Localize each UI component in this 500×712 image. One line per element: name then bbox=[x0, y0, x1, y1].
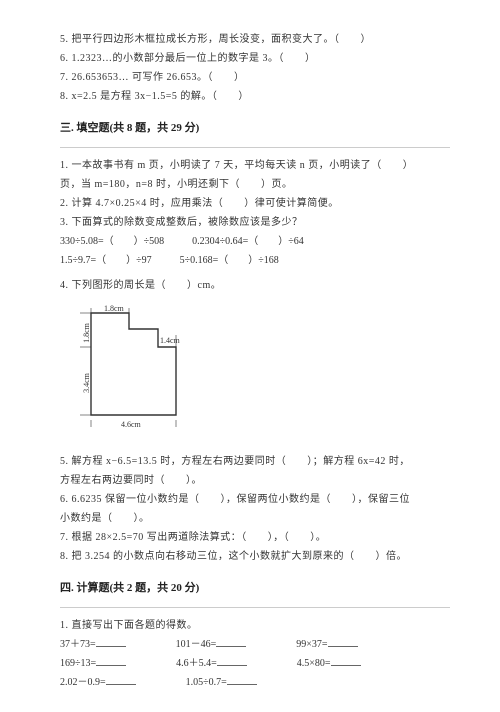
section3-divider bbox=[60, 147, 450, 148]
s3-q5a: 5. 解方程 x−6.5=13.5 时，方程左右两边要同时（ ）；解方程 6x=… bbox=[60, 452, 450, 471]
label-left-lower: 3.4cm bbox=[82, 372, 91, 393]
s3-grid2-c1: 1.5÷9.7=（ ）÷97 bbox=[60, 251, 152, 270]
blank bbox=[331, 655, 361, 666]
tf-q8: 8. x=2.5 是方程 3x−1.5=5 的解。（ ） bbox=[60, 87, 450, 106]
blank bbox=[216, 636, 246, 647]
calc-r2c3: 4.5×80= bbox=[297, 658, 331, 669]
blank bbox=[106, 674, 136, 685]
section4-divider bbox=[60, 607, 450, 608]
calc-row1: 37＋73= 101－46= 99×37= bbox=[60, 635, 450, 654]
s3-q5b: 方程左右两边要同时（ ）。 bbox=[60, 471, 450, 490]
calc-r3c1: 2.02－0.9= bbox=[60, 677, 106, 688]
s3-q8: 8. 把 3.254 的小数点向右移动三位，这个小数就扩大到原来的（ ）倍。 bbox=[60, 547, 450, 566]
s3-q2: 2. 计算 4.7×0.25×4 时，应用乘法（ ）律可使计算简便。 bbox=[60, 194, 450, 213]
s3-grid1-c2: 0.2304÷0.64=（ ）÷64 bbox=[192, 232, 304, 251]
s4-q1: 1. 直接写出下面各题的得数。 bbox=[60, 616, 450, 635]
label-top-left: 1.8cm bbox=[104, 305, 125, 313]
calc-row2: 169÷13= 4.6＋5.4= 4.5×80= bbox=[60, 654, 450, 673]
label-top-right: 1.4cm bbox=[160, 336, 181, 345]
blank bbox=[96, 636, 126, 647]
s3-q6a: 6. 6.6235 保留一位小数约是（ ），保留两位小数约是（ ），保留三位 bbox=[60, 490, 450, 509]
tf-q6: 6. 1.2323…的小数部分最后一位上的数字是 3。（ ） bbox=[60, 49, 450, 68]
blank bbox=[217, 655, 247, 666]
label-left-upper: 1.8cm bbox=[82, 322, 91, 343]
section4-title: 四. 计算题(共 2 题，共 20 分) bbox=[60, 578, 450, 599]
s3-q6b: 小数约是（ ）。 bbox=[60, 509, 450, 528]
s3-grid2-c2: 5÷0.168=（ ）÷168 bbox=[180, 251, 279, 270]
s3-q7: 7. 根据 28×2.5=70 写出两道除法算式：（ ），（ ）。 bbox=[60, 528, 450, 547]
tf-q7: 7. 26.653653… 可写作 26.653。（ ） bbox=[60, 68, 450, 87]
blank bbox=[96, 655, 126, 666]
calc-r3c2: 1.05÷0.7= bbox=[186, 677, 227, 688]
s3-q4: 4. 下列图形的周长是（ ）cm。 bbox=[60, 276, 450, 295]
blank bbox=[227, 674, 257, 685]
s3-q1b: 页，当 m=180，n=8 时，小明还剩下（ ）页。 bbox=[60, 175, 450, 194]
s3-grid1-c1: 330÷5.08=（ ）÷508 bbox=[60, 232, 164, 251]
calc-r2c2: 4.6＋5.4= bbox=[176, 658, 217, 669]
calc-r1c2: 101－46= bbox=[176, 639, 217, 650]
shape-figure: 1.8cm 1.4cm 1.8cm 3.4cm 4.6cm bbox=[66, 305, 450, 442]
s3-q1a: 1. 一本故事书有 m 页，小明读了 7 天，平均每天读 n 页，小明读了（ ） bbox=[60, 156, 450, 175]
calc-row3: 2.02－0.9= 1.05÷0.7= bbox=[60, 673, 450, 692]
tf-q5: 5. 把平行四边形木框拉成长方形，周长没变，面积变大了。（ ） bbox=[60, 30, 450, 49]
calc-r2c1: 169÷13= bbox=[60, 658, 96, 669]
s3-q3: 3. 下面算式的除数变成整数后，被除数应该是多少？ bbox=[60, 213, 450, 232]
s3-grid-row2: 1.5÷9.7=（ ）÷97 5÷0.168=（ ）÷168 bbox=[60, 251, 450, 270]
calc-r1c3: 99×37= bbox=[296, 639, 327, 650]
label-bottom: 4.6cm bbox=[121, 420, 142, 429]
blank bbox=[328, 636, 358, 647]
calc-r1c1: 37＋73= bbox=[60, 639, 96, 650]
section3-title: 三. 填空题(共 8 题，共 29 分) bbox=[60, 118, 450, 139]
s3-grid-row1: 330÷5.08=（ ）÷508 0.2304÷0.64=（ ）÷64 bbox=[60, 232, 450, 251]
